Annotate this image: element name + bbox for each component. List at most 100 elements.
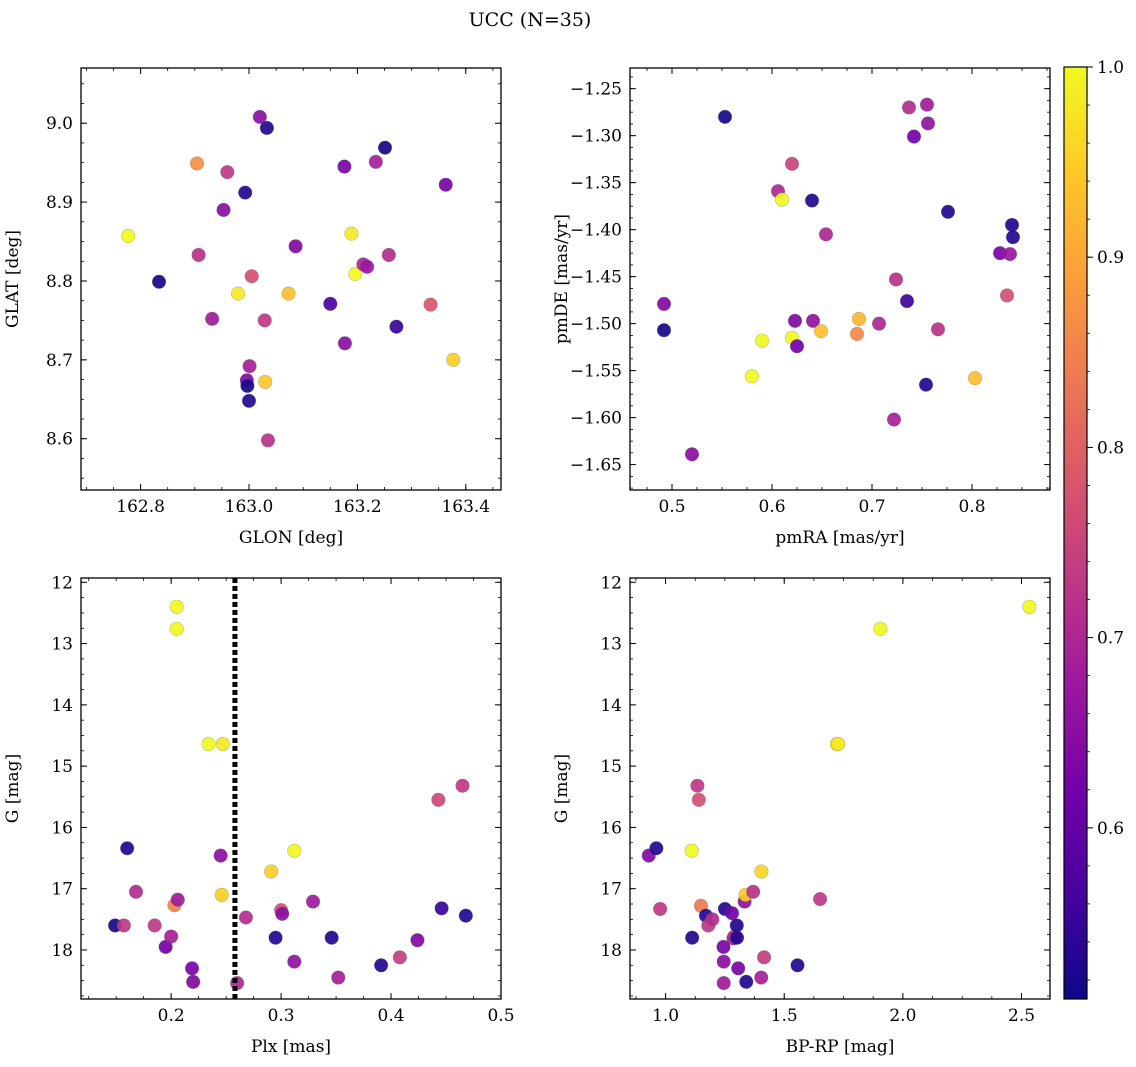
scatter-point (264, 864, 279, 879)
scatter-point (238, 910, 254, 925)
y-tick-label: −1.30 (570, 127, 622, 147)
scatter-point (214, 887, 229, 902)
x-tick-label: 0.4 (378, 1006, 405, 1026)
x-tick-label: 1.0 (652, 1006, 679, 1026)
scatter-point (164, 929, 179, 944)
scatter-point (690, 778, 705, 793)
scatter-point (252, 109, 267, 125)
y-tick-label: −1.35 (570, 174, 622, 194)
panel-sky-position: 162.8 163.0 163.2 163.4 8.6 8.7 8.8 8.9 9.0 GLON … (3, 67, 502, 548)
scatter-point (121, 228, 136, 244)
scatter-point (1005, 230, 1021, 245)
y-tick-label: 17 (51, 880, 73, 900)
y-tick-label: 12 (51, 573, 73, 593)
scatter-point (281, 286, 296, 301)
scatter-point (242, 359, 257, 374)
colorbar-gradient (1063, 66, 1088, 1000)
y-tick-label: −1.60 (570, 409, 622, 429)
scatter-point (899, 293, 915, 309)
y-tick-label: 14 (600, 696, 622, 716)
scatter-point (287, 954, 302, 969)
x-tick-label: 2.0 (889, 1006, 916, 1026)
colorbar-tick-label: 0.6 (1097, 819, 1124, 839)
scatter-point (886, 412, 902, 427)
y-tick-label: 15 (51, 757, 73, 777)
scatter-point (930, 322, 946, 337)
y-tick-label: 8.7 (46, 351, 73, 371)
x-axis-label: pmRA [mas/yr] (775, 528, 904, 548)
scatter-point (374, 958, 389, 973)
scatter-point (344, 226, 359, 241)
y-tick-label: 14 (51, 696, 73, 716)
scatter-point (170, 892, 185, 907)
scatter-point (431, 792, 446, 807)
y-tick-label: 9.0 (46, 114, 73, 134)
scatter-point (685, 930, 700, 945)
y-tick-label: 13 (600, 635, 622, 655)
scatter-point (724, 906, 740, 921)
scatter-point (849, 326, 865, 342)
scatter-point (906, 129, 922, 144)
scatter-point (241, 393, 257, 408)
y-tick-label: 12 (600, 573, 622, 593)
x-axis-label: BP-RP [mag] (786, 1037, 895, 1057)
y-tick-label: 17 (600, 880, 622, 900)
scatter-point (258, 374, 273, 390)
scatter-point (201, 736, 216, 752)
scatter-point (705, 912, 720, 927)
scatter-point (813, 324, 829, 339)
axes-frame (629, 67, 1051, 491)
scatter-point (260, 433, 276, 448)
scatter-point (716, 939, 731, 955)
scatter-point (213, 848, 228, 863)
scatter-point (189, 156, 205, 171)
scatter-point (746, 884, 761, 899)
scatter-point (259, 120, 274, 136)
scatter-point (789, 339, 805, 354)
scatter-point (205, 311, 220, 326)
scatter-point (392, 950, 407, 965)
scatter-point (774, 192, 790, 207)
scatter-point (967, 371, 983, 386)
y-tick-label: 18 (51, 941, 73, 961)
scatter-point (649, 841, 664, 856)
scatter-point (305, 894, 321, 909)
scatter-point (446, 352, 461, 367)
y-tick-label: −1.55 (570, 362, 622, 382)
scatter-point (324, 930, 339, 945)
scatter-point (731, 961, 746, 976)
y-axis-label: GLAT [deg] (3, 230, 23, 328)
scatter-point (1022, 599, 1037, 614)
scatter-point (331, 970, 346, 985)
scatter-point (1004, 217, 1020, 233)
x-axis-label: GLON [deg] (239, 528, 343, 548)
scatter-point (920, 116, 936, 131)
scatter-point (888, 272, 904, 287)
scatter-points (107, 599, 473, 991)
x-tick-label: 0.3 (268, 1006, 295, 1026)
colorbar-tick-label: 0.7 (1097, 629, 1124, 649)
y-axis-label: pmDE [mas/yr] (552, 214, 572, 344)
scatter-point (653, 901, 668, 917)
scatter-point (756, 950, 772, 965)
scatter-point (684, 843, 699, 858)
scatter-point (716, 975, 731, 991)
scatter-point (377, 140, 393, 155)
panel-proper-motion: 0.5 0.6 0.7 0.8 −1.25 −1.30 −1.35 −1.40 −1.45 −1.… (552, 67, 1051, 548)
scatter-point (656, 296, 672, 312)
scatter-point (238, 185, 253, 200)
y-tick-label: 16 (51, 818, 73, 838)
scatter-point (831, 736, 846, 752)
scatter-point (871, 316, 887, 331)
scatter-point (717, 109, 733, 124)
scatter-point (434, 901, 449, 916)
panel-parallax-magnitude: 0.2 0.3 0.4 0.5 12 13 14 15 16 17 18 Plx [mas] G [ma… (3, 573, 515, 1057)
y-tick-label: −1.65 (570, 456, 622, 476)
scatter-point (348, 266, 363, 281)
scatter-point (754, 333, 770, 348)
scatter-point (423, 297, 438, 312)
scatter-point (812, 892, 828, 907)
scatter-point (169, 599, 184, 614)
x-tick-label: 0.8 (958, 497, 985, 517)
